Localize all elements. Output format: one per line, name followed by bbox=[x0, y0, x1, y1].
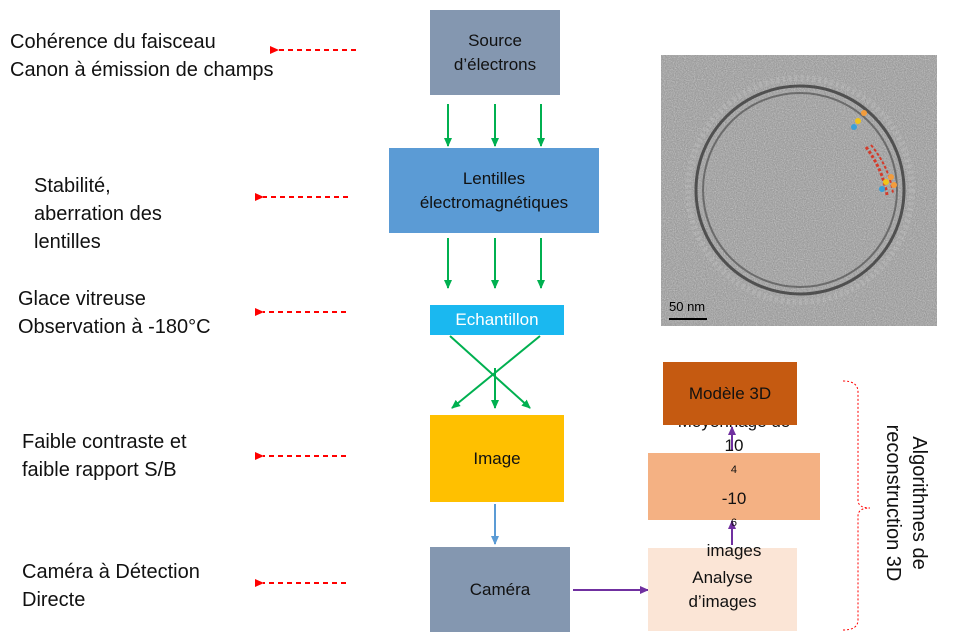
modele-label: Modèle 3D bbox=[688, 383, 772, 403]
annotation-line: Glace vitreuse bbox=[18, 288, 146, 310]
camera-box: Caméra bbox=[430, 547, 570, 632]
source-label: Source bbox=[468, 30, 522, 50]
annotation-line: Faible contraste et bbox=[22, 431, 187, 453]
annotation-coherence: Cohérence du faisceau Canon à émission d… bbox=[10, 28, 273, 84]
annotation-line: aberration des bbox=[34, 203, 162, 225]
vesicle-outer-ring bbox=[694, 84, 906, 296]
protein-markers bbox=[851, 110, 897, 196]
annotation-camera: Caméra à Détection Directe bbox=[22, 558, 200, 614]
source-label: d’électrons bbox=[453, 54, 537, 74]
source-box: Source d’électrons bbox=[430, 10, 560, 95]
annotation-line: Canon à émission de champs bbox=[10, 59, 274, 81]
moyennage-box: Moyennage de 104-106 images bbox=[648, 412, 820, 560]
echantillon-label: Echantillon bbox=[455, 310, 539, 329]
annotation-glace: Glace vitreuse Observation à -180°C bbox=[18, 285, 211, 341]
reconstruction-label: Algorithmes de reconstruction 3D bbox=[882, 388, 959, 618]
analyse-label: Analyse bbox=[692, 567, 753, 587]
echantillon-box: Echantillon bbox=[430, 305, 564, 335]
reconstruction-label-line: reconstruction 3D bbox=[882, 424, 904, 582]
green-arrow bbox=[449, 335, 531, 409]
image-box: Image bbox=[430, 415, 564, 502]
annotation-line: lentilles bbox=[34, 231, 101, 253]
micrograph-image: 50 nm bbox=[661, 55, 937, 326]
lentilles-label: électromagnétiques bbox=[419, 192, 569, 212]
annotation-line: faible rapport S/B bbox=[22, 459, 177, 481]
moyennage-label-exponent-line: 10 4 -10 6 images bbox=[706, 435, 762, 561]
annotation-line: Cohérence du faisceau bbox=[10, 31, 216, 53]
annotation-line: Observation à -180°C bbox=[18, 316, 211, 338]
reconstruction-bracket bbox=[842, 380, 871, 631]
lentilles-box: Lentilles électromagnétiques bbox=[389, 148, 599, 233]
camera-label: Caméra bbox=[469, 579, 531, 599]
scale-bar-label: 50 nm bbox=[669, 299, 706, 314]
lentilles-label: Lentilles bbox=[462, 168, 526, 188]
annotation-contraste: Faible contraste et faible rapport S/B bbox=[22, 428, 187, 484]
vesicle-inner-ring bbox=[702, 92, 898, 288]
micrograph-graphic bbox=[661, 55, 937, 326]
annotation-line: Directe bbox=[22, 589, 86, 611]
analyse-box: Analyse d’images bbox=[648, 548, 797, 631]
annotation-stabilite: Stabilité, aberration des lentilles bbox=[34, 172, 162, 256]
analyse-label: d’images bbox=[688, 591, 757, 611]
modele-box: Modèle 3D bbox=[663, 362, 797, 425]
reconstruction-label-line: Algorithmes de bbox=[908, 436, 930, 570]
annotation-line: Stabilité, bbox=[34, 175, 111, 197]
annotation-line: Caméra à Détection bbox=[22, 561, 200, 583]
image-label: Image bbox=[473, 448, 521, 468]
